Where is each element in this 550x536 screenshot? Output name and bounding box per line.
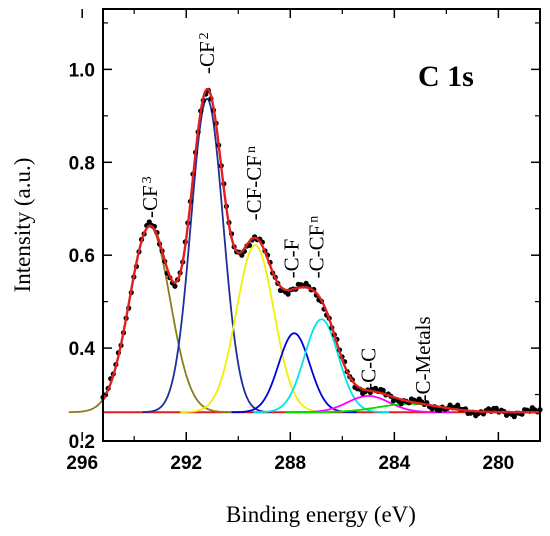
x-axis-title: Binding energy (eV) bbox=[226, 502, 416, 527]
x-tick-label: 288 bbox=[274, 453, 306, 474]
y-tick-label: 0.6 bbox=[69, 246, 95, 267]
y-tick-label: 0.8 bbox=[69, 153, 95, 174]
data-point bbox=[493, 405, 499, 411]
annotations-layer: -CF3 -CF2 -CF-CFn -C-F -C-CFn -C-C -C-Metals bbox=[138, 32, 435, 401]
data-point bbox=[511, 414, 517, 420]
y-tick-label: 0.4 bbox=[69, 339, 96, 360]
x-tick-label: 296 bbox=[66, 453, 98, 474]
component-peak-2 bbox=[142, 97, 272, 413]
plot-frame bbox=[102, 8, 541, 442]
peak-annotation-1: -CF3 bbox=[138, 176, 162, 218]
y-axis-title: Intensity (a.u.) bbox=[10, 158, 35, 293]
peak-annotation-4: -C-F bbox=[280, 239, 304, 279]
x-tick-label: 284 bbox=[378, 453, 410, 474]
component-peak-4 bbox=[231, 332, 357, 414]
ticks-layer: 296 292 288 284 280 0.2 0.4 0.6 0.8 1.0 bbox=[66, 9, 540, 474]
y-tick-label: 1.0 bbox=[69, 60, 95, 81]
envelope-fit bbox=[101, 87, 540, 414]
data-point bbox=[455, 402, 461, 408]
peak-annotation-3: -CF-CFn bbox=[242, 146, 266, 220]
inset-label: C 1s bbox=[418, 60, 474, 93]
peak-annotation-6: -C-C bbox=[356, 348, 380, 390]
x-tick-label: 280 bbox=[483, 453, 515, 474]
peak-annotation-7: -C-Metals bbox=[411, 316, 435, 401]
peak-annotation-5: -C-CFn bbox=[304, 216, 328, 279]
x-tick-label: 292 bbox=[170, 453, 202, 474]
data-point bbox=[172, 283, 178, 289]
data-point bbox=[380, 387, 386, 393]
data-point bbox=[239, 252, 245, 258]
data-point bbox=[285, 291, 291, 297]
peak-annotation-2: -CF2 bbox=[195, 32, 219, 74]
y-tick-label: 0.2 bbox=[69, 432, 95, 453]
component-peak-3 bbox=[180, 244, 331, 414]
plot-layer bbox=[68, 87, 543, 420]
